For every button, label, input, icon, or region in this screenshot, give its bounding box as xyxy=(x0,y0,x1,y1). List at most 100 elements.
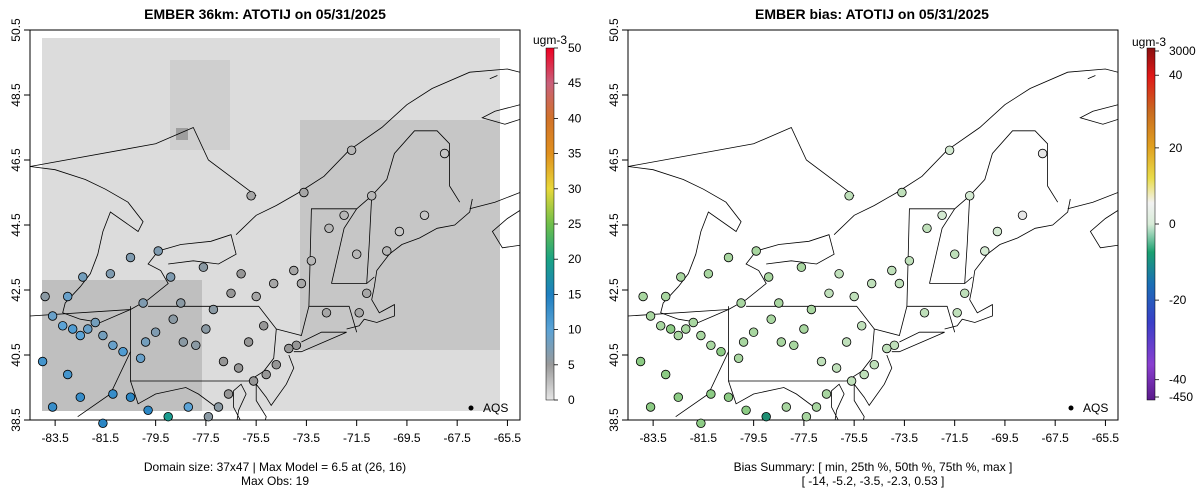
station-point xyxy=(367,191,377,201)
station-point xyxy=(208,304,219,315)
x-tick-label: -69.5 xyxy=(991,431,1019,445)
colorbar-tick-label: 25 xyxy=(568,217,582,231)
state-border xyxy=(130,380,217,408)
station-point xyxy=(233,363,244,373)
left-legend-marker xyxy=(468,405,474,411)
station-point xyxy=(841,337,852,347)
right-points xyxy=(635,145,1048,429)
state-border xyxy=(331,208,358,284)
x-tick-label: -77.5 xyxy=(790,431,818,445)
station-point xyxy=(299,187,309,198)
y-tick-label: 38.5 xyxy=(9,408,23,432)
station-point xyxy=(816,356,827,367)
station-point xyxy=(191,340,201,351)
station-point xyxy=(887,265,897,276)
coastline-and-borders xyxy=(628,68,1118,420)
right-panel-title: EMBER bias: ATOTIJ on 05/31/2025 xyxy=(755,6,989,22)
station-point xyxy=(67,324,78,334)
x-tick-label: -67.5 xyxy=(443,431,471,445)
station-point xyxy=(261,369,271,380)
x-tick-label: -71.5 xyxy=(343,431,371,445)
right-colorbar-ticks: 3000 40 20 0 -20 -40 -450 xyxy=(1155,44,1196,404)
station-point xyxy=(165,272,176,282)
right-colorbar-unit: ugm-3 xyxy=(1132,35,1167,49)
station-point xyxy=(203,412,214,422)
colorbar-tick-label: 50 xyxy=(568,41,582,55)
state-border xyxy=(130,305,358,382)
y-tick-label: 48.5 xyxy=(607,83,621,107)
station-point xyxy=(904,256,915,266)
station-point xyxy=(751,246,761,256)
station-point xyxy=(806,304,817,315)
station-point xyxy=(135,353,146,364)
y-tick-label: 50.5 xyxy=(9,18,23,42)
x-tick-label: -71.5 xyxy=(941,431,969,445)
station-point xyxy=(922,223,932,234)
station-point xyxy=(382,246,392,256)
coastline xyxy=(1067,192,1118,249)
station-point xyxy=(703,269,714,279)
station-point xyxy=(246,191,256,201)
station-point xyxy=(638,291,648,302)
y-tick-label: 40.5 xyxy=(607,343,621,367)
colorbar-tick-label: 40 xyxy=(568,111,582,125)
station-point xyxy=(867,278,877,289)
station-point xyxy=(226,288,236,299)
coastline xyxy=(628,166,835,323)
station-point xyxy=(1017,210,1028,221)
station-point xyxy=(950,249,960,259)
station-point xyxy=(992,226,1003,237)
colorbar-tick-label: 0 xyxy=(568,393,575,407)
station-point xyxy=(673,330,684,341)
station-point xyxy=(394,226,405,237)
station-point xyxy=(661,291,671,302)
station-point xyxy=(243,337,254,347)
station-point xyxy=(150,327,161,337)
colorbar-tick-label: 10 xyxy=(568,323,582,337)
colorbar-tick-label: 35 xyxy=(568,147,582,161)
y-tick-label: 46.5 xyxy=(607,148,621,172)
station-point xyxy=(143,405,153,416)
x-tick-label: -67.5 xyxy=(1041,431,1069,445)
left-colorbar xyxy=(545,47,555,401)
station-point xyxy=(645,311,656,321)
station-point xyxy=(419,210,430,221)
right-map xyxy=(628,68,1118,420)
station-point xyxy=(857,321,867,331)
station-point xyxy=(236,269,246,279)
station-point xyxy=(271,360,282,370)
station-point xyxy=(796,262,807,272)
station-point xyxy=(846,376,857,386)
colorbar-tick-label: -450 xyxy=(1169,390,1193,404)
station-point xyxy=(761,412,771,422)
y-tick-label: 42.5 xyxy=(607,278,621,302)
y-tick-label: 48.5 xyxy=(9,83,23,107)
x-tick-label: -83.5 xyxy=(41,431,69,445)
station-point xyxy=(62,369,73,380)
station-point xyxy=(251,291,261,302)
station-point xyxy=(844,191,854,201)
station-point xyxy=(108,389,118,399)
station-point xyxy=(213,402,224,412)
station-point xyxy=(352,249,362,259)
colorbar-tick-label: 40 xyxy=(1169,68,1183,82)
colorbar-tick-label: 5 xyxy=(568,358,575,372)
left-axes: -83.5 -81.5 -79.5 -77.5 -75.5 -73.5 -71.5 -69.5… xyxy=(9,18,521,445)
state-border xyxy=(628,126,855,197)
station-point xyxy=(183,402,194,412)
x-tick-label: -79.5 xyxy=(740,431,768,445)
station-point xyxy=(824,288,834,299)
station-point xyxy=(799,324,809,334)
state-border xyxy=(148,305,277,330)
station-point xyxy=(764,272,774,282)
coastline xyxy=(346,198,473,330)
station-point xyxy=(635,356,646,367)
station-point xyxy=(321,308,332,318)
station-point xyxy=(645,402,656,412)
colorbar-tick-label: 20 xyxy=(1169,141,1183,155)
station-point xyxy=(324,223,334,234)
x-tick-label: -65.5 xyxy=(1092,431,1120,445)
station-point xyxy=(897,187,907,198)
station-point xyxy=(125,392,136,402)
